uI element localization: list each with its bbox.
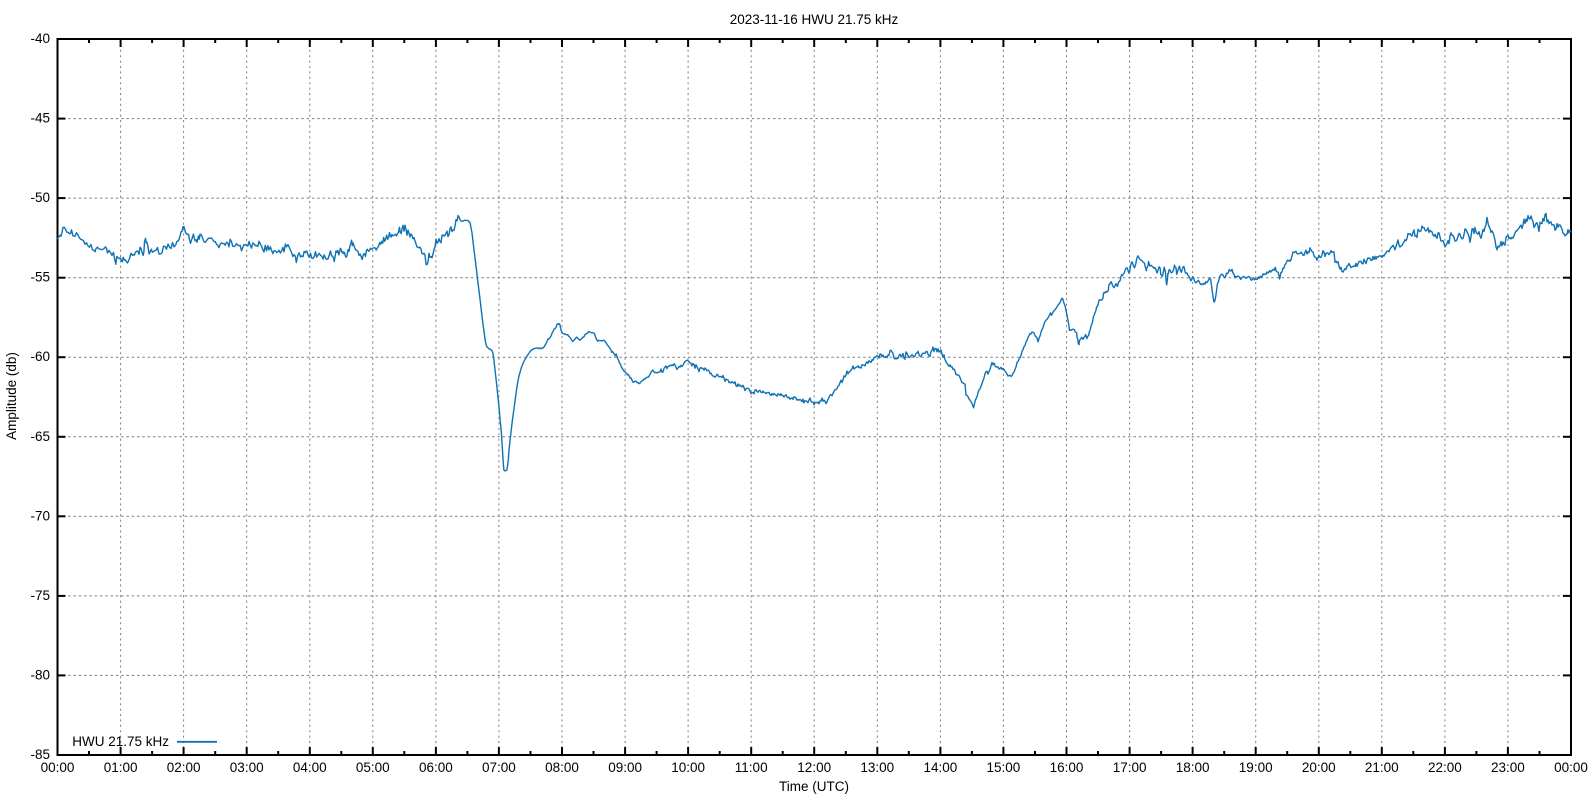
svg-text:-55: -55 xyxy=(30,270,50,285)
svg-text:Amplitude (db): Amplitude (db) xyxy=(4,352,19,440)
svg-text:18:00: 18:00 xyxy=(1176,760,1210,775)
svg-text:-60: -60 xyxy=(30,349,50,364)
svg-text:07:00: 07:00 xyxy=(482,760,516,775)
svg-text:05:00: 05:00 xyxy=(356,760,390,775)
svg-text:08:00: 08:00 xyxy=(545,760,579,775)
svg-text:13:00: 13:00 xyxy=(860,760,894,775)
svg-text:12:00: 12:00 xyxy=(797,760,831,775)
svg-text:-80: -80 xyxy=(30,667,50,682)
svg-text:03:00: 03:00 xyxy=(230,760,264,775)
svg-text:-40: -40 xyxy=(30,31,50,46)
svg-text:15:00: 15:00 xyxy=(987,760,1021,775)
svg-text:17:00: 17:00 xyxy=(1113,760,1147,775)
svg-text:19:00: 19:00 xyxy=(1239,760,1273,775)
svg-text:02:00: 02:00 xyxy=(167,760,201,775)
svg-text:04:00: 04:00 xyxy=(293,760,327,775)
svg-text:00:00: 00:00 xyxy=(41,760,75,775)
svg-text:10:00: 10:00 xyxy=(671,760,705,775)
svg-text:22:00: 22:00 xyxy=(1428,760,1462,775)
svg-text:2023-11-16 HWU 21.75 kHz: 2023-11-16 HWU 21.75 kHz xyxy=(730,12,899,27)
svg-text:-70: -70 xyxy=(30,508,50,523)
svg-text:-45: -45 xyxy=(30,111,50,126)
svg-text:-85: -85 xyxy=(30,747,50,762)
svg-text:21:00: 21:00 xyxy=(1365,760,1399,775)
svg-text:-50: -50 xyxy=(30,190,50,205)
svg-text:09:00: 09:00 xyxy=(608,760,642,775)
svg-text:-65: -65 xyxy=(30,429,50,444)
svg-text:-75: -75 xyxy=(30,588,50,603)
svg-text:00:00: 00:00 xyxy=(1554,760,1588,775)
svg-text:06:00: 06:00 xyxy=(419,760,453,775)
svg-text:20:00: 20:00 xyxy=(1302,760,1336,775)
svg-text:11:00: 11:00 xyxy=(735,760,768,775)
svg-text:23:00: 23:00 xyxy=(1491,760,1525,775)
svg-text:Time (UTC): Time (UTC) xyxy=(779,779,849,794)
svg-text:16:00: 16:00 xyxy=(1050,760,1084,775)
svg-text:HWU 21.75 kHz: HWU 21.75 kHz xyxy=(72,734,169,749)
svg-text:14:00: 14:00 xyxy=(924,760,958,775)
svg-text:01:00: 01:00 xyxy=(104,760,138,775)
